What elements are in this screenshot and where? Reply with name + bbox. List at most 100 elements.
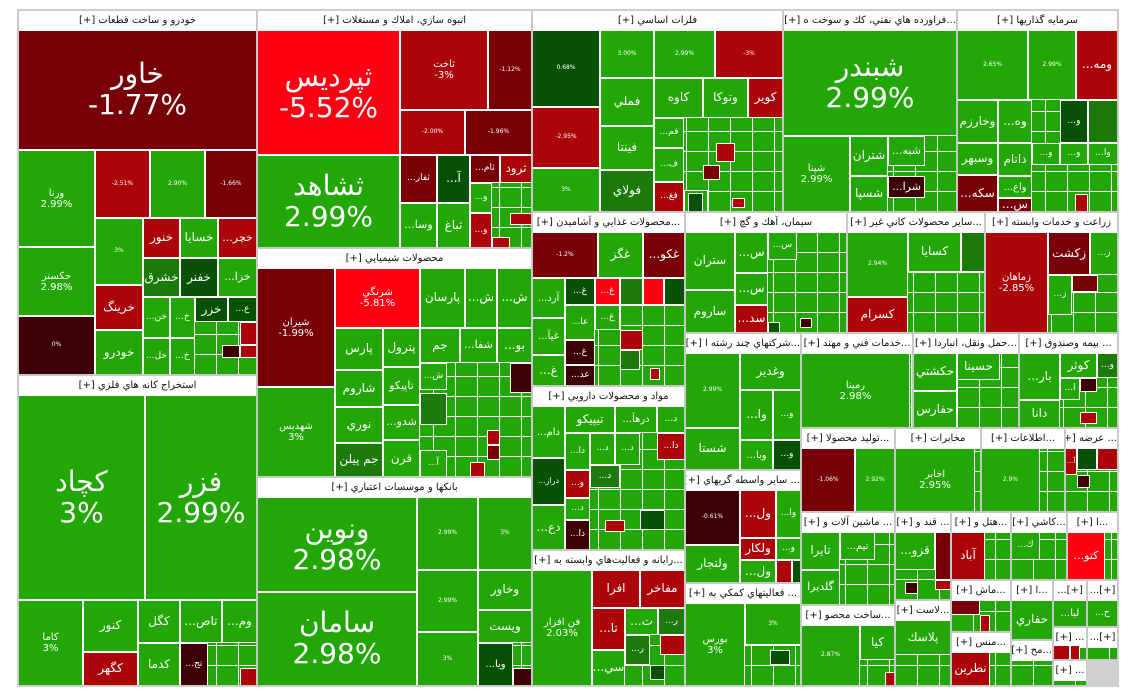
stock-tile[interactable]: -1.66% <box>205 150 256 218</box>
stock-tile[interactable] <box>605 520 625 532</box>
stock-tile[interactable]: نطرين <box>952 652 990 685</box>
stock-tile[interactable]: كگل <box>138 600 180 643</box>
stock-tile[interactable]: ...س <box>998 198 1032 211</box>
stock-tile[interactable]: ...غ <box>533 355 565 385</box>
stock-tile[interactable]: حفارس <box>914 391 957 427</box>
stock-tile[interactable]: ...دع <box>533 505 565 549</box>
stock-tile[interactable] <box>792 560 800 582</box>
stock-tile[interactable]: خشرق <box>143 258 180 297</box>
sector-header-expand[interactable]: ...ساخت محصو [+] <box>802 606 894 626</box>
stock-tile[interactable] <box>487 430 500 445</box>
stock-tile[interactable]: خفنر <box>180 258 218 297</box>
stock-tile[interactable]: 2.99% <box>686 353 740 428</box>
stock-tile[interactable]: ...ول <box>740 560 776 582</box>
stock-tile[interactable]: زماهان -2.85% <box>986 232 1048 332</box>
stock-tile[interactable]: ...و <box>1097 353 1117 378</box>
stock-tile[interactable]: -1.12% <box>488 30 531 110</box>
stock-tile[interactable]: شاروم <box>335 370 383 407</box>
stock-tile[interactable]: ...ومه <box>1076 30 1117 100</box>
stock-tile[interactable]: ...شفا <box>460 328 497 363</box>
stock-tile[interactable]: سامان 2.98% <box>258 592 417 685</box>
stock-tile[interactable] <box>980 615 990 631</box>
stock-tile[interactable]: ...فم <box>654 118 684 148</box>
sector-header-expand[interactable]: ...رايانه و فعاليت‌هاي وابسته به [+] <box>533 551 684 571</box>
stock-tile[interactable]: ...ح <box>1088 600 1117 626</box>
stock-tile[interactable]: اخابر 2.95% <box>896 448 975 511</box>
stock-tile[interactable]: كوير <box>748 78 782 118</box>
stock-tile[interactable]: آباد <box>952 532 985 579</box>
stock-tile[interactable]: 3% <box>745 603 800 645</box>
stock-tile[interactable] <box>770 650 790 665</box>
stock-tile[interactable]: ...و <box>470 183 492 213</box>
stock-tile[interactable]: ...ويا <box>478 643 513 685</box>
stock-tile[interactable]: كنور <box>83 600 138 652</box>
stock-tile[interactable]: ...ك <box>1012 532 1040 560</box>
stock-tile[interactable]: زكشت <box>1048 232 1090 275</box>
sector-header-expand[interactable]: ...اطلاعات [+] <box>982 429 1064 449</box>
sector-header-expand[interactable]: ...كاشي [+] <box>1012 513 1066 533</box>
stock-tile[interactable]: 0.68% <box>533 30 600 107</box>
stock-tile[interactable]: كسرام <box>848 297 908 332</box>
stock-tile[interactable]: كوثر <box>1060 353 1097 378</box>
stock-tile[interactable] <box>800 318 812 328</box>
stock-tile[interactable]: گلديرا <box>802 570 840 604</box>
stock-tile[interactable]: شيران -1.99% <box>258 268 335 387</box>
stock-tile[interactable]: پارسان <box>420 268 465 328</box>
sector-header-expand[interactable]: ...محصولات غذايي و آشاميدن [+] <box>533 213 684 233</box>
stock-tile[interactable]: ...غ <box>595 278 620 305</box>
stock-tile[interactable]: ...دا <box>657 433 684 460</box>
stock-tile[interactable]: ...و <box>470 213 492 247</box>
stock-tile[interactable]: ...سد <box>735 305 768 332</box>
stock-tile[interactable] <box>513 668 531 685</box>
stock-tile[interactable] <box>240 668 256 685</box>
stock-tile[interactable]: ...ش <box>420 363 447 390</box>
stock-tile[interactable]: خودرو <box>95 330 143 374</box>
stock-tile[interactable] <box>240 345 256 358</box>
stock-tile[interactable]: حسينا <box>957 353 1000 380</box>
sector-header-expand[interactable]: سيمان، آهك و گچ [+] <box>686 213 846 233</box>
stock-tile[interactable] <box>1088 100 1117 143</box>
stock-tile[interactable]: كدما <box>138 643 180 685</box>
sector-header-expand[interactable]: ...شركتهاي چند رشته ا [+] <box>686 334 800 354</box>
stock-tile[interactable] <box>961 232 984 272</box>
stock-tile[interactable] <box>650 368 660 380</box>
sector-header-expand[interactable]: ... بيمه وصندوق [+] <box>1020 334 1117 354</box>
sector-header-expand[interactable]: ...ماش [+] <box>952 581 1010 601</box>
stock-tile[interactable]: ...وبا <box>740 440 773 469</box>
stock-tile[interactable]: ...و <box>773 440 800 469</box>
stock-tile[interactable]: ...غد <box>565 365 595 385</box>
stock-tile[interactable]: 3% <box>533 168 600 211</box>
stock-tile[interactable] <box>688 193 703 211</box>
stock-tile[interactable]: -1.06% <box>802 448 855 511</box>
stock-tile[interactable]: ...خ <box>170 297 195 338</box>
stock-tile[interactable] <box>620 278 643 305</box>
stock-tile[interactable]: ...غيآ <box>533 318 565 355</box>
sector-header-expand[interactable]: ... [+] <box>1054 628 1086 648</box>
stock-tile[interactable]: ساروم <box>686 290 735 332</box>
stock-tile[interactable]: ...آرد <box>533 278 565 318</box>
stock-tile[interactable]: خزر <box>195 297 228 322</box>
stock-tile[interactable]: حكشتي <box>914 353 957 391</box>
stock-tile[interactable]: جم <box>420 328 460 363</box>
stock-tile[interactable] <box>470 462 485 476</box>
stock-tile[interactable]: -2.51% <box>95 150 150 218</box>
stock-tile[interactable]: -1.2% <box>533 232 598 278</box>
stock-tile[interactable]: ...ت <box>625 608 658 635</box>
stock-tile[interactable] <box>935 580 950 590</box>
stock-tile[interactable] <box>885 672 894 685</box>
stock-tile[interactable]: ...د <box>590 433 615 465</box>
stock-tile[interactable]: پترول <box>383 328 420 367</box>
stock-tile[interactable]: ...تج <box>180 643 208 685</box>
stock-tile[interactable]: وغدير <box>740 353 800 390</box>
stock-tile[interactable] <box>1077 448 1097 470</box>
sector-header-expand[interactable]: ...فراورده هاي نفتي، كك و سوخت ه [+] <box>784 11 956 31</box>
stock-tile[interactable] <box>643 278 664 305</box>
stock-tile[interactable]: ...و <box>1032 143 1060 165</box>
stock-tile[interactable]: شسپا <box>850 176 888 211</box>
stock-tile[interactable]: ...س <box>735 273 768 305</box>
sector-header-expand[interactable]: محصولات شيميايي [+] <box>258 249 531 269</box>
stock-tile[interactable]: ...و <box>773 390 800 440</box>
stock-tile[interactable]: ولكار <box>740 538 776 560</box>
stock-tile[interactable]: -1.96% <box>465 110 531 155</box>
sector-header-expand[interactable]: خودرو و ساخت قطعات [+] <box>19 11 256 31</box>
